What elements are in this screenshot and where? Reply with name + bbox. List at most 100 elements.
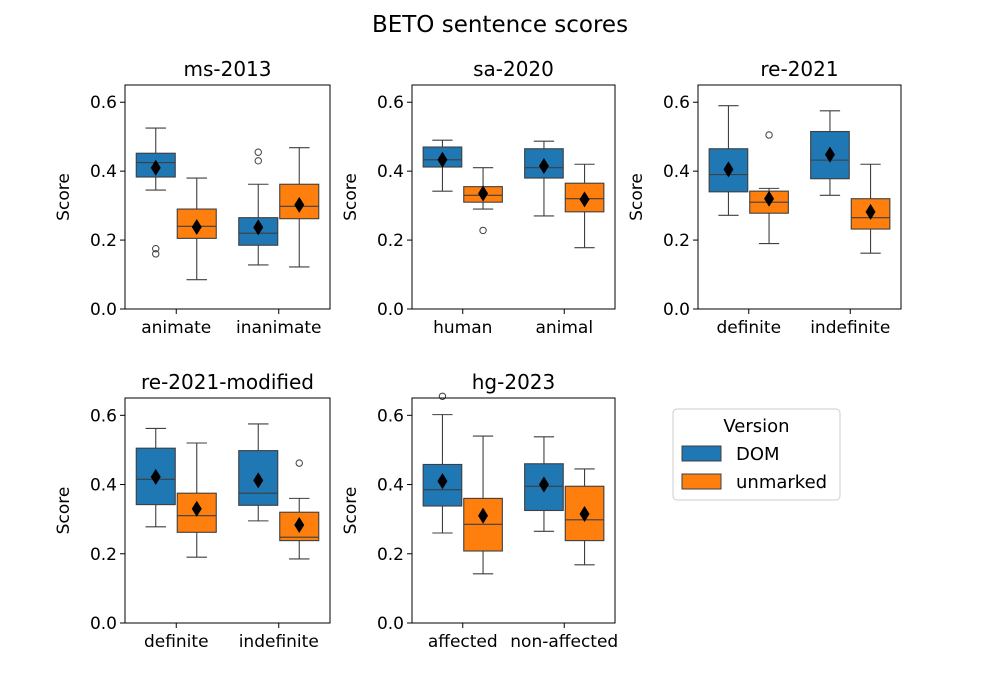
y-tick-label: 0.2 [377,545,404,565]
box-unmarked-definite [749,131,789,245]
mean-marker [253,472,264,489]
box-unmarked-indefinite [850,163,891,254]
box-DOM-indefinite [238,423,279,522]
box-DOM-non-affected [524,436,564,532]
x-tick-label: human [433,318,492,338]
x-tick-label: animate [141,318,211,338]
box-DOM-definite [135,427,176,528]
mean-marker [294,517,305,534]
mean-marker [437,473,448,490]
y-tick-label: 0.0 [663,300,690,320]
y-tick-label: 0.6 [663,93,690,113]
box-unmarked-inanimate [279,147,320,268]
mean-marker [824,146,835,163]
axes-frame [411,84,616,310]
subplot-re-2021: 0.0 0.2 0.4 0.6 Score re-2021 definite indefini… [627,57,902,338]
box-iqr [238,450,279,506]
box-DOM-animal [524,140,564,217]
y-tick-label: 0.0 [90,300,117,320]
axes-frame [124,397,331,624]
outlier-point [254,157,262,165]
y-axis-label: Score [54,173,74,221]
outlier-point [479,226,487,235]
box-DOM-human [422,139,463,192]
subplot-title: hg-2023 [472,370,556,394]
y-tick-label: 0.4 [663,162,690,182]
y-axis-label: Score [54,487,74,535]
mean-marker [579,191,590,208]
subplot-hg-2023: 0.0 0.2 0.4 0.6 Score hg-2023 affected non-affe… [341,370,618,652]
mean-marker [764,190,775,207]
mean-marker [538,476,549,493]
mean-marker [437,151,448,168]
x-tick-label: affected [428,632,498,652]
y-tick-label: 0.6 [377,406,404,426]
axes-frame [697,84,902,310]
y-tick-label: 0.6 [90,406,117,426]
y-tick-label: 0.2 [90,545,117,565]
outlier-point [152,250,160,258]
box-unmarked-indefinite [279,459,320,560]
mean-marker [538,157,549,174]
outlier-point [765,131,773,139]
box-unmarked-definite [176,442,217,558]
axes-frame [411,397,616,624]
y-axis-label: Score [341,173,361,221]
legend-label-DOM: DOM [736,444,780,465]
y-tick-label: 0.4 [377,162,404,182]
y-tick-label: 0.4 [377,476,404,496]
mean-marker [478,507,489,524]
y-tick-label: 0.0 [90,614,117,634]
mean-marker [150,468,161,485]
x-tick-label: indefinite [810,318,890,338]
y-tick-label: 0.2 [90,231,117,251]
subplot-title: ms-2013 [183,57,271,81]
subplot-title: sa-2020 [473,57,554,81]
x-tick-label: animal [535,318,593,338]
subplot-grid: 0.0 0.2 0.4 0.6 Score ms-2013 animate inanimate… [54,57,902,652]
mean-marker [579,505,590,522]
mean-marker [150,159,161,176]
x-tick-label: indefinite [239,632,319,652]
y-tick-label: 0.0 [377,614,404,634]
legend-swatch-DOM [681,445,722,462]
subplot-ms-2013: 0.0 0.2 0.4 0.6 Score ms-2013 animate inanimate [54,57,331,338]
box-unmarked-non-affected [564,468,605,566]
mean-marker [723,161,734,178]
subplot-title: re-2021-modified [141,370,314,394]
x-tick-label: definite [144,632,209,652]
outlier-point [295,459,303,467]
x-tick-label: non-affected [510,632,618,652]
mean-marker [191,500,202,517]
legend-label-unmarked: unmarked [736,472,827,493]
y-tick-label: 0.4 [90,162,117,182]
subplot-title: re-2021 [760,57,838,81]
box-unmarked-human [463,167,503,235]
y-tick-label: 0.0 [377,300,404,320]
box-DOM-affected [422,392,463,534]
y-tick-label: 0.2 [377,231,404,251]
outlier-point [438,392,447,400]
y-tick-label: 0.6 [90,93,117,113]
box-DOM-indefinite [810,110,850,196]
x-tick-label: definite [716,318,781,338]
legend: Version DOM unmarked [672,408,841,501]
mean-marker [294,196,305,213]
figure-title: BETO sentence scores [372,12,628,38]
axes-frame [124,84,331,310]
x-tick-label: inanimate [236,318,322,338]
y-tick-label: 0.4 [90,476,117,496]
legend-swatch-unmarked [681,473,722,490]
box-DOM-animate [135,127,176,258]
box-unmarked-affected [463,435,503,575]
box-DOM-definite [708,105,749,216]
legend-title: Version [723,416,789,437]
y-tick-label: 0.6 [377,93,404,113]
y-tick-label: 0.2 [663,231,690,251]
box-unmarked-animal [564,163,605,249]
mean-marker [253,219,264,236]
mean-marker [191,218,202,235]
y-axis-label: Score [341,487,361,535]
mean-marker [478,185,489,202]
